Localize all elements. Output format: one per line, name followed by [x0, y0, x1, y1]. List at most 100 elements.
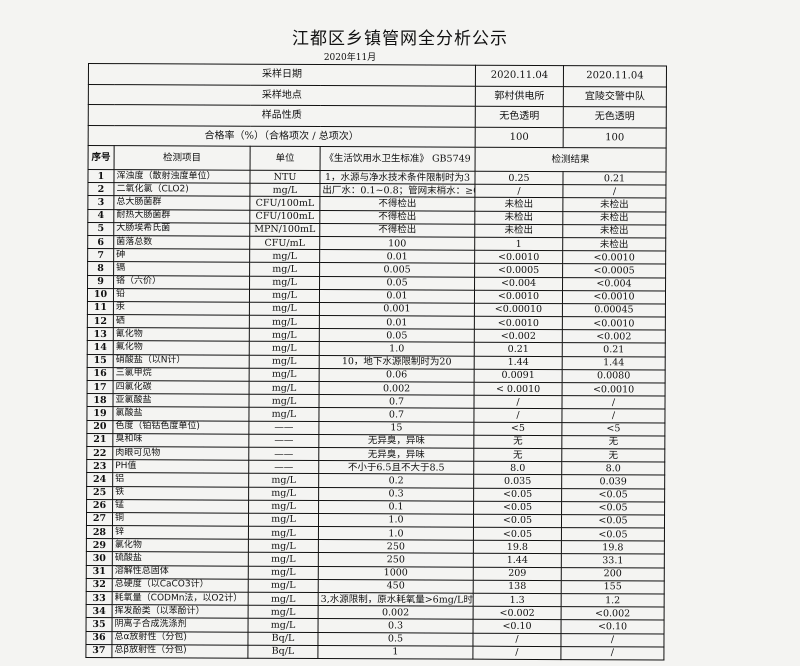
unit: NTU: [249, 170, 321, 184]
standard-limit: 0.3: [318, 487, 474, 501]
meta-value-site1: 100: [475, 126, 564, 148]
result-site2: <0.05: [561, 527, 665, 542]
result-site1: 1.3: [473, 593, 562, 607]
result-site2: 0.039: [561, 474, 665, 489]
result-site2: /: [562, 184, 666, 199]
result-site1: <0.002: [474, 329, 563, 344]
item-name: 耐热大肠菌群: [113, 209, 250, 223]
meta-row: 采样日期 2020.11.04 2020.11.04: [88, 63, 667, 87]
item-name: 硫酸盐: [112, 552, 249, 566]
col-results: 检测结果: [475, 147, 667, 173]
item-name: 总β放射性（分包): [111, 644, 248, 659]
col-item: 检测项目: [114, 145, 251, 171]
item-name: 砷: [113, 248, 250, 263]
result-site1: <0.05: [473, 487, 562, 502]
item-name: 菌落总数: [113, 235, 250, 250]
standard-limit: 1.0: [319, 341, 475, 356]
row-no: 29: [86, 538, 113, 553]
unit: mg/L: [248, 618, 319, 633]
row-no: 23: [86, 459, 113, 473]
standard-limit: 0.7: [318, 394, 475, 409]
result-site1: 8.0: [473, 461, 562, 475]
row-no: 30: [86, 551, 113, 566]
unit: mg/L: [248, 407, 319, 422]
unit: mg/L: [249, 341, 320, 356]
standard-limit: 250: [318, 552, 474, 567]
result-site1: 未检出: [474, 210, 563, 225]
result-site1: <0.05: [473, 500, 562, 515]
standard-limit: 0.01: [319, 249, 475, 264]
result-site2: 200: [561, 567, 665, 581]
row-no: 15: [87, 354, 114, 368]
row-no: 34: [86, 604, 113, 618]
item-name: 耗氧量（CODMn法，以O2计）: [112, 591, 249, 606]
row-no: 17: [87, 380, 114, 394]
unit: mg/L: [249, 288, 320, 303]
item-name: 锌: [112, 525, 249, 540]
row-no: 5: [87, 222, 114, 236]
result-site1: <0.0010: [474, 289, 563, 304]
standard-limit: 15: [318, 421, 474, 435]
row-no: 7: [87, 248, 114, 262]
row-no: 25: [86, 485, 113, 500]
standard-limit: 1: [317, 645, 473, 660]
unit: mg/L: [248, 605, 319, 619]
unit: mg/L: [248, 394, 320, 408]
row-no: 18: [86, 393, 114, 407]
result-site2: 无: [561, 448, 665, 463]
standard-limit: 不得检出: [319, 223, 475, 238]
result-site2: <0.0010: [562, 316, 666, 331]
standard-limit: 0.002: [318, 605, 474, 620]
result-site1: /: [472, 632, 562, 647]
row-no: 13: [87, 327, 114, 342]
row-no: 31: [86, 565, 113, 579]
unit: mg/L: [249, 275, 320, 290]
water-quality-table: 采样日期 2020.11.04 2020.11.04 采样地点 郭村供电所 宜陵…: [85, 63, 667, 660]
item-name: 阴离子合成洗涤剂: [112, 617, 249, 632]
result-site2: <0.004: [562, 277, 666, 291]
unit: mg/L: [248, 473, 319, 488]
standard-limit: 0.01: [319, 289, 475, 304]
result-site2: 1.44: [562, 356, 666, 370]
standard-limit: 无异臭，异味: [318, 434, 474, 449]
result-site2: 0.00045: [562, 303, 666, 318]
row-no: 33: [86, 591, 113, 605]
item-name: 三氯甲烷: [113, 367, 250, 382]
result-site1: 138: [473, 579, 562, 594]
item-name: 亚氯酸盐: [112, 393, 250, 408]
standard-limit: 1.0: [318, 513, 474, 528]
item-name: 二氧化氯（CLO2): [113, 182, 250, 197]
unit: CFU/100mL: [249, 209, 320, 224]
unit: mg/L: [248, 499, 319, 514]
standard-limit: 0.005: [319, 262, 475, 277]
meta-value-site1: 无色透明: [475, 106, 564, 128]
result-site2: /: [561, 395, 666, 410]
item-name: 硝酸盐（以N计）: [113, 354, 250, 369]
standard-limit: 0.002: [319, 381, 475, 396]
unit: mg/L: [249, 183, 320, 197]
row-no: 19: [86, 406, 113, 421]
result-site1: <0.0010: [474, 250, 563, 264]
row-no: 36: [85, 631, 113, 645]
item-name: 色度（铂钴色度单位): [112, 420, 249, 434]
unit: Bq/L: [247, 644, 318, 659]
meta-label: 采样地点: [88, 84, 476, 107]
item-name: 臭和味: [112, 433, 249, 448]
meta-row: 样品性质 无色透明 无色透明: [88, 104, 667, 128]
meta-value-site2: 无色透明: [563, 106, 667, 128]
row-no: 4: [87, 209, 114, 223]
item-name: 总硬度（以CaCO3计）: [112, 578, 249, 593]
item-name: 锰: [112, 499, 249, 514]
unit: mg/L: [248, 486, 319, 501]
unit: ——: [248, 447, 319, 461]
result-site2: /: [561, 408, 665, 423]
item-name: 大肠埃希氏菌: [113, 222, 250, 237]
standard-limit: 不得检出: [319, 196, 475, 211]
standard-limit: 450: [318, 579, 474, 594]
result-site2: 0.21: [562, 343, 666, 357]
result-site2: 无: [561, 435, 665, 449]
standard-limit: 出厂水：0.1~0.8；管网末梢水：≥0.02: [319, 183, 475, 198]
result-site2: <0.0010: [562, 382, 666, 397]
row-no: 32: [86, 578, 113, 592]
result-site1: <5: [473, 421, 562, 436]
